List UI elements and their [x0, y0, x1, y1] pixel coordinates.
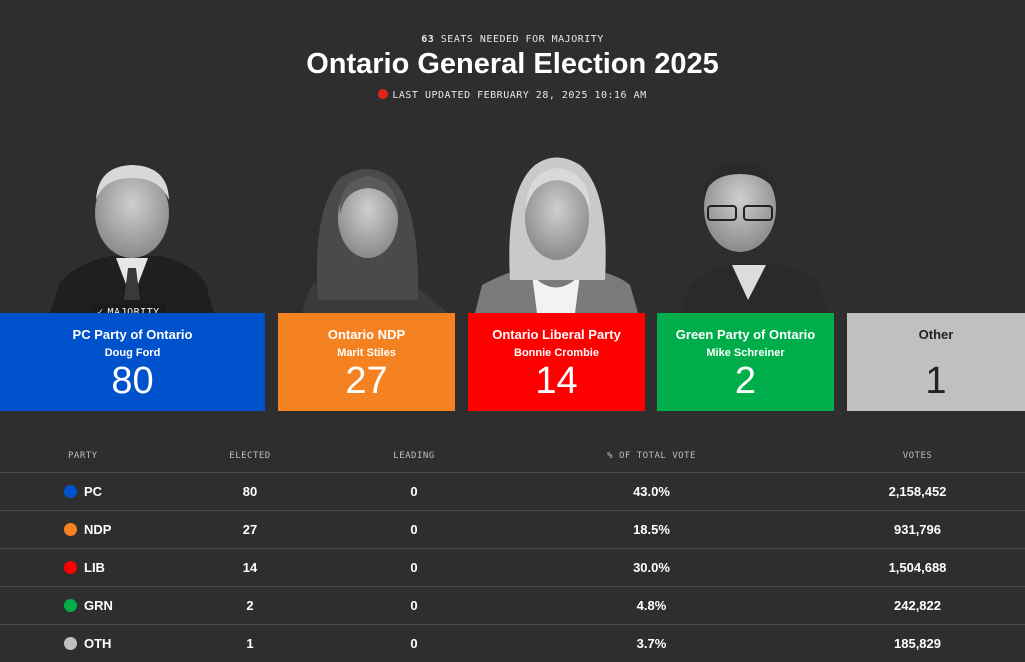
portrait-doug-ford [50, 165, 214, 313]
candidate-portraits [0, 0, 1025, 320]
vote-pct-cell: 18.5% [493, 511, 810, 549]
party-card-leader: Mike Schreiner [657, 347, 834, 359]
column-header-elected[interactable]: ELECTED [165, 440, 335, 473]
table-row: OTH 1 0 3.7% 185,829 [0, 625, 1025, 662]
vote-pct-cell: 30.0% [493, 549, 810, 587]
votes-cell: 2,158,452 [810, 473, 1025, 511]
party-card-leader: Doug Ford [0, 347, 265, 359]
party-abbrev: LIB [84, 560, 105, 575]
leading-cell: 0 [335, 625, 493, 662]
party-card-leader: Bonnie Crombie [468, 347, 645, 359]
votes-cell: 1,504,688 [810, 549, 1025, 587]
party-card-other[interactable]: Other 1 [847, 313, 1025, 411]
table-row: GRN 2 0 4.8% 242,822 [0, 587, 1025, 625]
leading-cell: 0 [335, 549, 493, 587]
vote-pct-cell: 43.0% [493, 473, 810, 511]
vote-pct-cell: 3.7% [493, 625, 810, 662]
party-card-name: PC Party of Ontario [0, 327, 265, 342]
elected-cell: 80 [165, 473, 335, 511]
portrait-bonnie-crombie [475, 158, 638, 314]
party-color-dot-icon [64, 637, 77, 650]
table-header-row: PARTY ELECTED LEADING % OF TOTAL VOTE VO… [0, 440, 1025, 473]
party-card-lib[interactable]: Ontario Liberal Party Bonnie Crombie 14 [468, 313, 645, 411]
party-cell: PC [0, 473, 165, 511]
table-row: NDP 27 0 18.5% 931,796 [0, 511, 1025, 549]
column-header-party[interactable]: PARTY [0, 440, 165, 473]
party-card-pc[interactable]: PC Party of Ontario Doug Ford 80 [0, 313, 265, 411]
column-header-leading[interactable]: LEADING [335, 440, 493, 473]
party-cell: NDP [0, 511, 165, 549]
elected-cell: 1 [165, 625, 335, 662]
elected-cell: 14 [165, 549, 335, 587]
party-card-seats: 80 [0, 359, 265, 403]
elected-cell: 2 [165, 587, 335, 625]
party-card-grn[interactable]: Green Party of Ontario Mike Schreiner 2 [657, 313, 834, 411]
party-card-seats: 27 [278, 359, 455, 403]
party-abbrev: NDP [84, 522, 111, 537]
elected-cell: 27 [165, 511, 335, 549]
party-color-dot-icon [64, 599, 77, 612]
party-card-name: Other [847, 327, 1025, 342]
party-color-dot-icon [64, 561, 77, 574]
party-cell: LIB [0, 549, 165, 587]
column-header-vote-pct[interactable]: % OF TOTAL VOTE [493, 440, 810, 473]
votes-cell: 185,829 [810, 625, 1025, 662]
party-abbrev: OTH [84, 636, 111, 651]
party-card-seats: 14 [468, 359, 645, 403]
party-cell: OTH [0, 625, 165, 662]
votes-cell: 242,822 [810, 587, 1025, 625]
table-row: LIB 14 0 30.0% 1,504,688 [0, 549, 1025, 587]
table-row: PC 80 0 43.0% 2,158,452 [0, 473, 1025, 511]
votes-cell: 931,796 [810, 511, 1025, 549]
leading-cell: 0 [335, 587, 493, 625]
party-card-seats: 1 [847, 359, 1025, 403]
portrait-marit-stiles [302, 169, 448, 313]
vote-pct-cell: 4.8% [493, 587, 810, 625]
portrait-mike-schreiner [680, 162, 828, 313]
party-card-name: Ontario Liberal Party [468, 327, 645, 342]
party-color-dot-icon [64, 523, 77, 536]
party-card-leader: Marit Stiles [278, 347, 455, 359]
leading-cell: 0 [335, 473, 493, 511]
party-card-seats: 2 [657, 359, 834, 403]
party-card-name: Ontario NDP [278, 327, 455, 342]
party-abbrev: PC [84, 484, 102, 499]
party-color-dot-icon [64, 485, 77, 498]
results-table: PARTY ELECTED LEADING % OF TOTAL VOTE VO… [0, 440, 1025, 662]
party-card-name: Green Party of Ontario [657, 327, 834, 342]
leading-cell: 0 [335, 511, 493, 549]
party-card-ndp[interactable]: Ontario NDP Marit Stiles 27 [278, 313, 455, 411]
column-header-votes[interactable]: VOTES [810, 440, 1025, 473]
party-abbrev: GRN [84, 598, 113, 613]
party-cell: GRN [0, 587, 165, 625]
